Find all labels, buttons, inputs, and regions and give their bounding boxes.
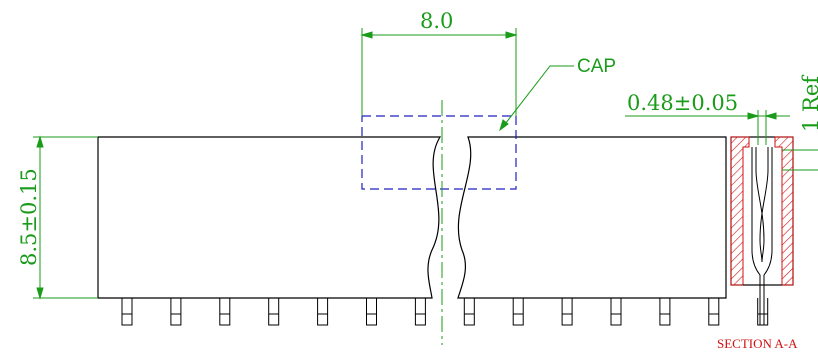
connector-body bbox=[97, 136, 727, 299]
pin bbox=[414, 298, 426, 326]
width-dimension-label: 8.0 bbox=[420, 9, 453, 33]
pin bbox=[512, 298, 524, 326]
pin bbox=[659, 298, 671, 326]
ref-dimension-label: 1 Ref bbox=[799, 74, 818, 132]
pin bbox=[708, 298, 720, 326]
height-dimension bbox=[33, 135, 98, 300]
cap-label: CAP bbox=[577, 56, 616, 77]
cap-outline bbox=[361, 115, 517, 190]
pin-row bbox=[121, 298, 769, 326]
pin bbox=[757, 298, 769, 326]
section-label: SECTION A-A bbox=[717, 336, 798, 351]
pitch-dimension-label: 0.48±0.05 bbox=[627, 91, 738, 115]
body-left-segment bbox=[97, 136, 442, 299]
cap-leader bbox=[499, 65, 574, 132]
pin bbox=[268, 298, 280, 326]
pin bbox=[561, 298, 573, 326]
width-dimension bbox=[360, 28, 518, 116]
pitch-dimension bbox=[625, 110, 818, 171]
body-right-segment bbox=[457, 136, 727, 299]
height-dimension-label: 8.5±0.15 bbox=[17, 168, 41, 266]
section-right-wall bbox=[774, 136, 794, 286]
pin bbox=[170, 298, 182, 326]
pin bbox=[463, 298, 475, 326]
pin bbox=[121, 298, 133, 326]
pin bbox=[317, 298, 329, 326]
pin bbox=[366, 298, 377, 326]
pin bbox=[219, 298, 231, 326]
section-left-wall bbox=[730, 136, 750, 286]
section-view: 0.48±0.05 1 Ref SECTION A-A bbox=[625, 74, 818, 351]
section-contact bbox=[743, 147, 782, 326]
pin bbox=[610, 298, 622, 326]
